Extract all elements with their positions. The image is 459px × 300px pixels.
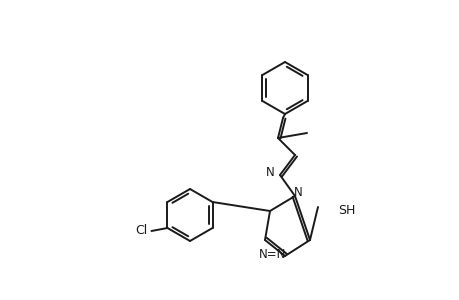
Text: Cl: Cl	[135, 224, 147, 238]
Text: N=N: N=N	[259, 248, 286, 262]
Text: N: N	[266, 166, 274, 178]
Text: SH: SH	[337, 203, 355, 217]
Text: N: N	[293, 185, 302, 199]
